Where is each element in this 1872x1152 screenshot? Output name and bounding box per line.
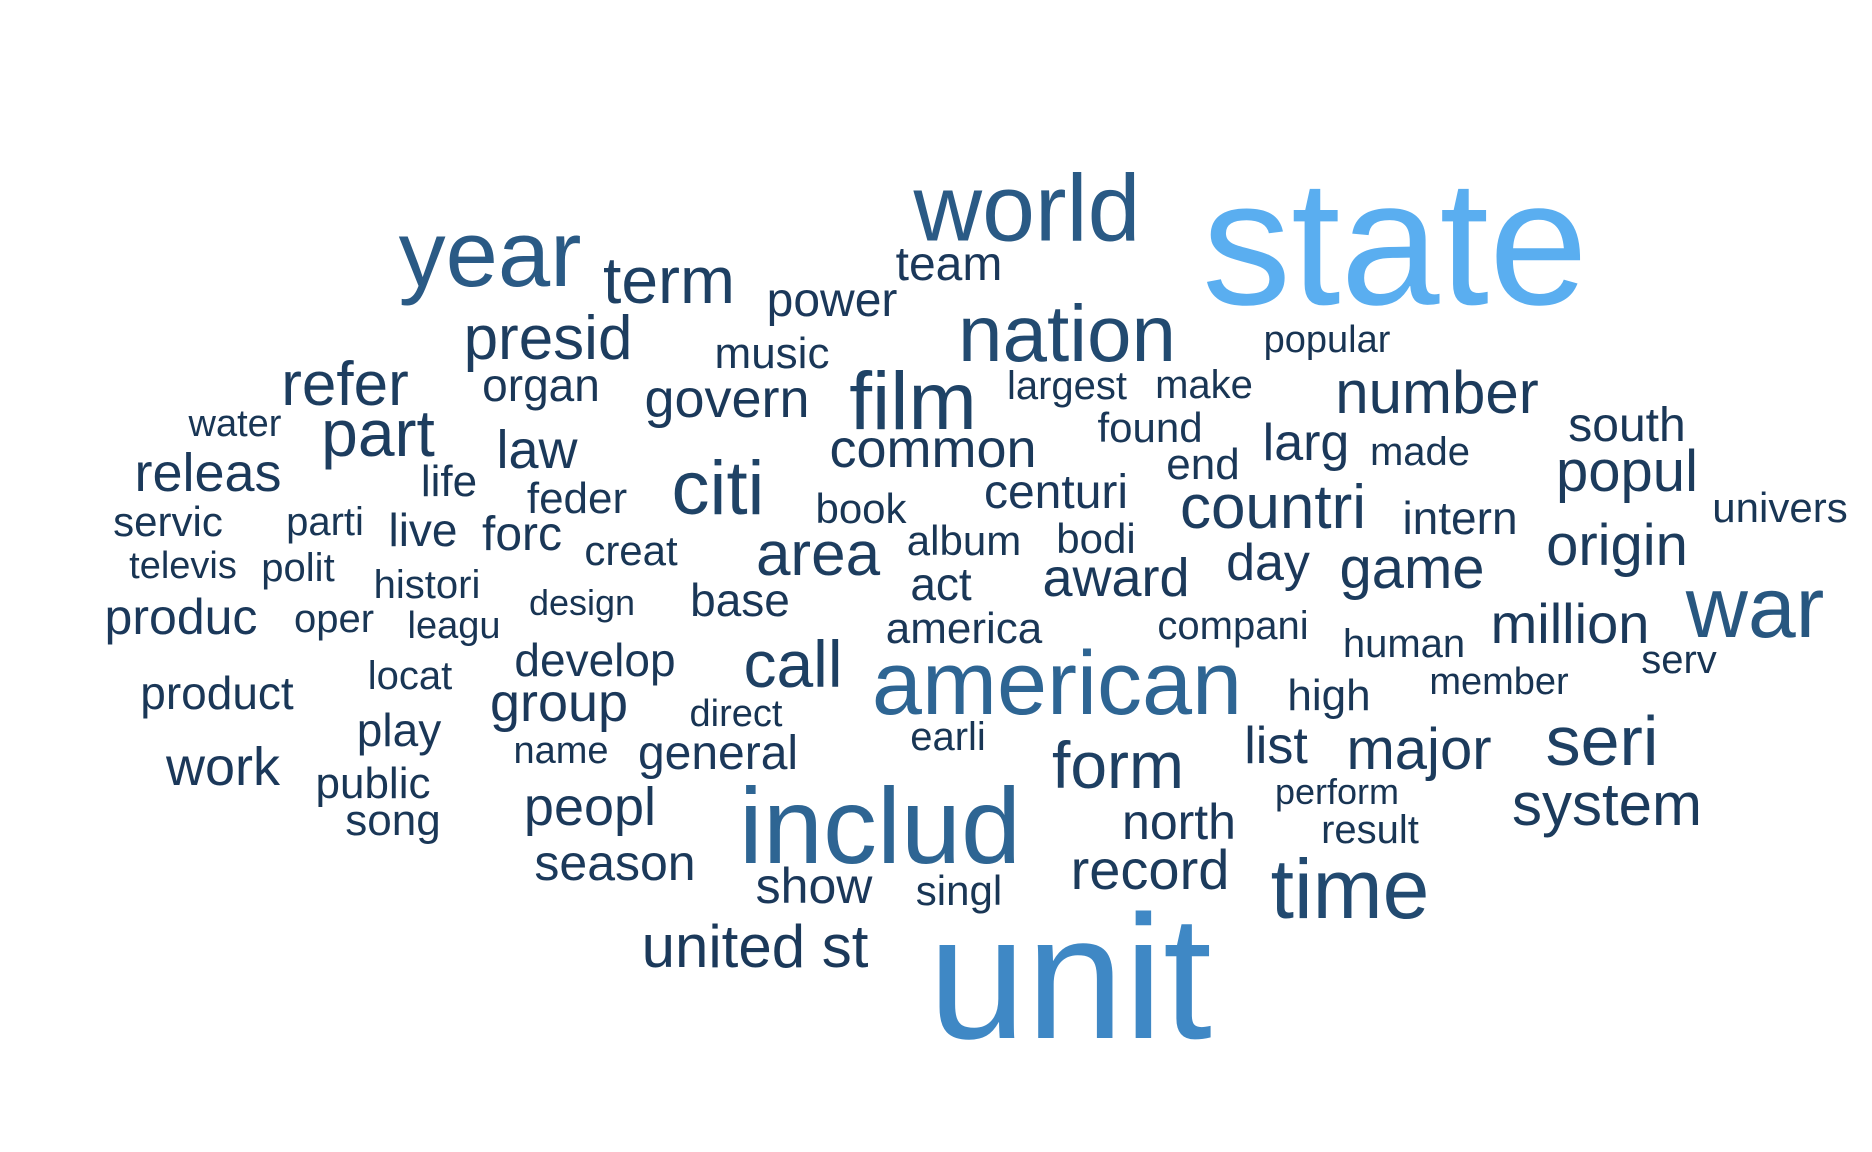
word-live: live xyxy=(388,504,458,556)
word-album: album xyxy=(906,517,1022,564)
word-year: year xyxy=(398,201,582,306)
word-countri: countri xyxy=(1179,473,1367,542)
word-centuri: centuri xyxy=(983,466,1129,519)
word-general: general xyxy=(637,727,799,780)
word-list: list xyxy=(1244,717,1308,775)
word-univers: univers xyxy=(1712,484,1848,531)
word-compani: compani xyxy=(1157,604,1309,648)
word-state: state xyxy=(1202,143,1588,342)
word-peopl: peopl xyxy=(523,777,657,837)
word-record: record xyxy=(1070,838,1230,901)
word-term: term xyxy=(603,243,735,317)
word-human: human xyxy=(1342,622,1466,666)
word-servic: servic xyxy=(113,498,223,545)
word-show: show xyxy=(755,858,873,914)
word-war: war xyxy=(1685,560,1825,656)
word-nation: nation xyxy=(958,289,1176,378)
word-water: water xyxy=(188,403,282,445)
word-includ: includ xyxy=(738,765,1022,886)
word-creat: creat xyxy=(584,527,678,574)
word-name: name xyxy=(513,730,609,772)
word-act: act xyxy=(910,558,972,610)
word-product: product xyxy=(140,667,294,719)
word-popul: popul xyxy=(1556,439,1698,504)
word-feder: feder xyxy=(526,474,628,523)
word-play: play xyxy=(356,704,442,756)
word-south: south xyxy=(1568,399,1686,452)
word-larg: larg xyxy=(1262,414,1350,472)
word-make: make xyxy=(1155,363,1253,407)
word-organ: organ xyxy=(482,359,600,411)
word-season: season xyxy=(534,835,696,891)
word-award: award xyxy=(1042,548,1190,608)
word-bodi: bodi xyxy=(1056,515,1136,562)
word-major: major xyxy=(1346,717,1492,782)
word-america: america xyxy=(885,604,1043,653)
word-seri: seri xyxy=(1545,702,1659,780)
word-citi: citi xyxy=(671,446,765,531)
word-develop: develop xyxy=(514,634,676,686)
word-histori: histori xyxy=(373,563,481,607)
word-locat: locat xyxy=(367,654,453,698)
word-govern: govern xyxy=(644,369,810,429)
word-american: american xyxy=(871,634,1243,734)
word-design: design xyxy=(528,582,636,623)
word-oper: oper xyxy=(293,597,375,641)
word-book: book xyxy=(815,485,907,532)
word-serv: serv xyxy=(1641,638,1717,682)
word-produc: produc xyxy=(104,589,258,645)
word-work: work xyxy=(165,737,281,797)
word-power: power xyxy=(766,274,898,327)
word-film: film xyxy=(849,356,977,447)
word-refer: refer xyxy=(281,350,409,419)
word-north: north xyxy=(1122,794,1236,850)
word-presid: presid xyxy=(463,304,633,373)
word-form: form xyxy=(1052,728,1184,802)
word-direct: direct xyxy=(689,693,783,735)
word-member: member xyxy=(1429,661,1569,703)
word-singl: singl xyxy=(915,867,1003,914)
word-forc: forc xyxy=(481,508,563,561)
word-end: end xyxy=(1166,440,1240,489)
word-number: number xyxy=(1335,359,1539,426)
word-releas: releas xyxy=(134,443,282,503)
word-polit: polit xyxy=(261,546,335,590)
word-united-st: united st xyxy=(641,913,869,980)
word-world: world xyxy=(913,155,1141,262)
word-parti: parti xyxy=(286,500,364,544)
word-perform: perform xyxy=(1274,771,1400,812)
word-song: song xyxy=(345,796,441,845)
word-popular: popular xyxy=(1263,319,1391,361)
word-largest: largest xyxy=(1006,364,1128,408)
word-part: part xyxy=(321,396,435,470)
word-unit: unit xyxy=(928,880,1212,1076)
word-system: system xyxy=(1511,771,1703,838)
word-life: life xyxy=(420,457,478,506)
word-earli: earli xyxy=(910,715,986,759)
word-call: call xyxy=(743,627,843,701)
word-result: result xyxy=(1321,808,1419,852)
word-million: million xyxy=(1490,592,1650,655)
word-made: made xyxy=(1369,430,1471,474)
word-televis: televis xyxy=(129,545,237,587)
word-day: day xyxy=(1226,534,1310,592)
word-law: law xyxy=(496,420,578,480)
word-area: area xyxy=(755,520,881,589)
word-origin: origin xyxy=(1546,513,1688,578)
word-common: common xyxy=(829,419,1037,479)
word-music: music xyxy=(714,329,830,378)
word-public: public xyxy=(315,759,431,808)
word-high: high xyxy=(1287,671,1371,720)
word-base: base xyxy=(690,574,790,626)
word-group: group xyxy=(489,673,629,733)
word-found: found xyxy=(1097,404,1203,451)
word-time: time xyxy=(1270,842,1430,936)
word-team: team xyxy=(895,238,1003,291)
word-intern: intern xyxy=(1402,492,1518,544)
word-game: game xyxy=(1339,536,1485,601)
word-leagu: leagu xyxy=(407,605,501,647)
